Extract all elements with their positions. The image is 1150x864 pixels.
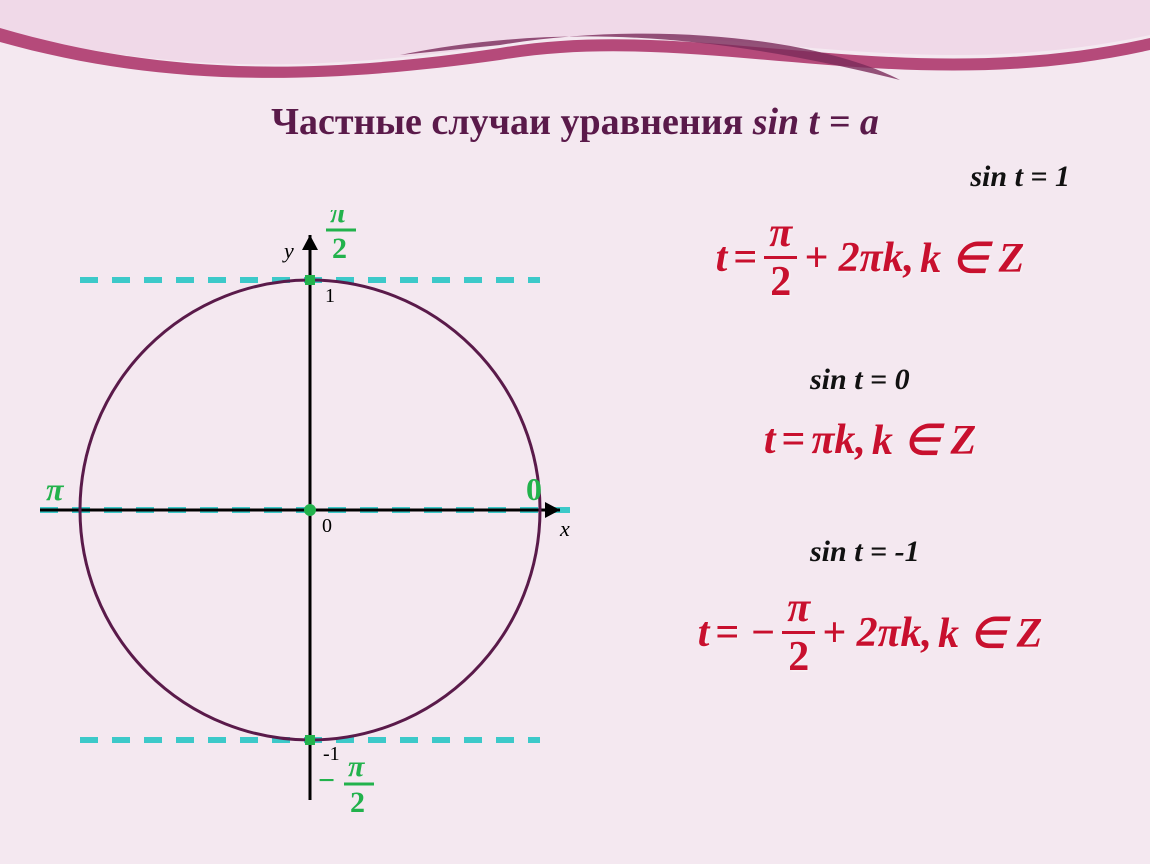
tok-plus: + 2πk, [804, 234, 914, 282]
case-header-1: sin t = 1 [610, 160, 1070, 194]
frac-pi-2: π 2 [763, 212, 798, 303]
case-sin-0: sin t = 0 t = πk, k ∈ Z [610, 363, 1130, 465]
tok-kin: k ∈ Z [872, 415, 976, 465]
y-axis-arrow [302, 235, 318, 250]
svg-text:2: 2 [350, 786, 365, 819]
title-equation: sin t = a [753, 101, 879, 143]
tok-pk: πk, [811, 416, 865, 464]
label-pi: π [46, 471, 65, 507]
tok-t: t [716, 234, 728, 282]
point-bottom [305, 735, 315, 745]
tok-eq: = [782, 416, 806, 464]
point-origin [304, 504, 316, 516]
page-title: Частные случаи уравнения sin t = a [0, 100, 1150, 144]
tok-t: t [764, 416, 776, 464]
svg-text:2: 2 [332, 232, 347, 265]
tok-eq: = [733, 234, 757, 282]
case-sin-neg1: sin t = -1 t = − π 2 + 2πk, k ∈ Z [610, 535, 1130, 678]
tok-eq: = [715, 609, 739, 657]
frac-pi-2-neg: π 2 [781, 587, 816, 678]
title-prefix: Частные случаи уравнения [271, 101, 753, 143]
origin-label: 0 [322, 515, 332, 537]
equations-column: sin t = 1 t = π 2 + 2πk, k ∈ Z sin t = 0… [610, 160, 1130, 718]
tok-kin: k ∈ Z [920, 233, 1024, 283]
tick-top: 1 [325, 285, 335, 307]
case-header-neg1: sin t = -1 [810, 535, 1070, 569]
tok-plus: + 2πk, [822, 609, 932, 657]
unit-circle-svg: 1 -1 0 x y 0 π π 2 − π 2 [40, 210, 580, 830]
tok-kin: k ∈ Z [938, 608, 1042, 658]
tick-bottom: -1 [323, 743, 340, 765]
case-formula-1: t = π 2 + 2πk, k ∈ Z [610, 212, 1130, 303]
y-axis-label: y [282, 238, 294, 263]
case-formula-0: t = πk, k ∈ Z [610, 415, 1130, 465]
x-axis-label: x [559, 516, 570, 541]
case-formula-neg1: t = − π 2 + 2πk, k ∈ Z [610, 587, 1130, 678]
point-top [305, 275, 315, 285]
x-axis-arrow [545, 502, 560, 518]
svg-text:π: π [330, 210, 347, 229]
svg-text:−: − [318, 764, 335, 797]
case-header-0: sin t = 0 [810, 363, 1070, 397]
tok-neg: − [751, 609, 775, 657]
label-pi-over-2-top: π 2 [326, 210, 356, 265]
label-zero: 0 [526, 471, 542, 507]
case-sin-1: sin t = 1 t = π 2 + 2πk, k ∈ Z [610, 160, 1130, 303]
unit-circle-diagram: 1 -1 0 x y 0 π π 2 − π 2 [40, 210, 580, 810]
tok-t: t [698, 609, 710, 657]
svg-text:π: π [348, 750, 365, 783]
